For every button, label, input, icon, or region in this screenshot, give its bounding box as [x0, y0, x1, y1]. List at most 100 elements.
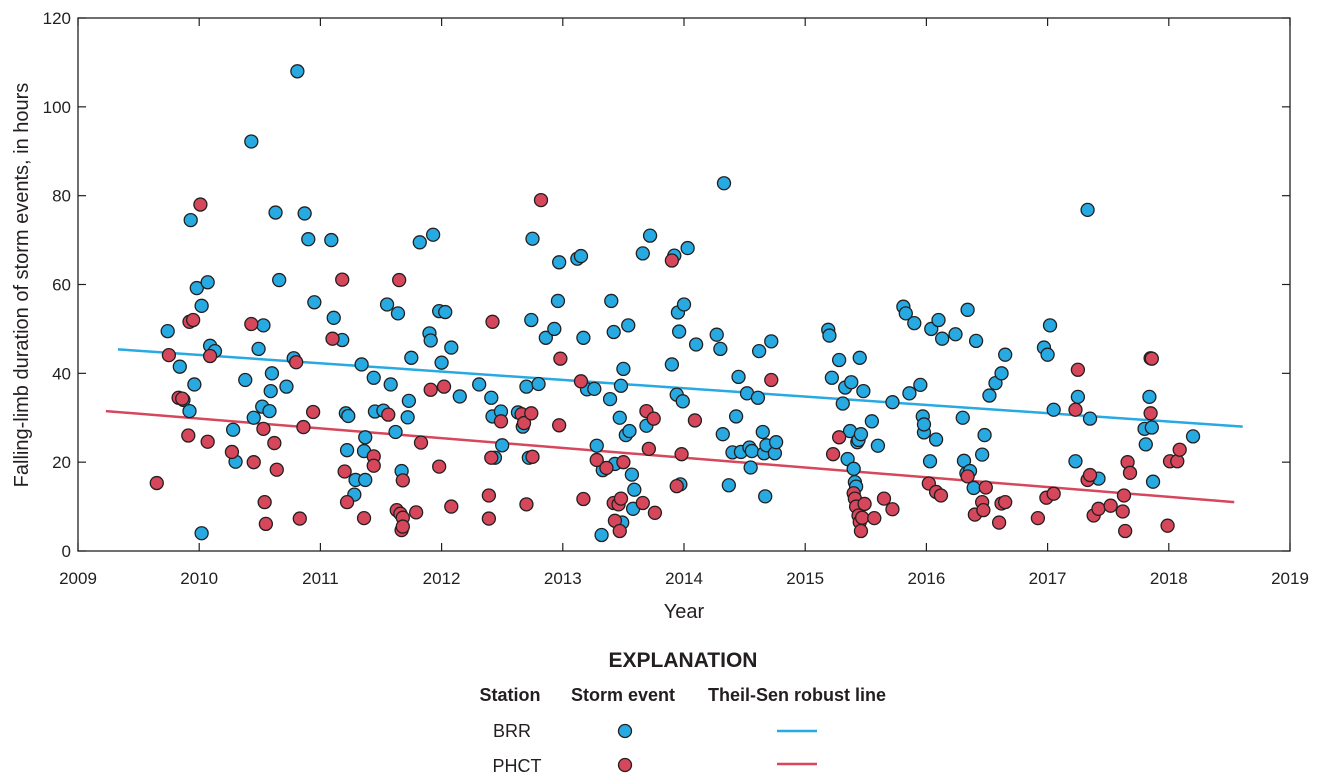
point-phct — [669, 479, 684, 494]
point-brr — [982, 388, 997, 403]
point-brr — [613, 378, 629, 393]
point-phct — [885, 502, 900, 517]
x-tick-label: 2018 — [1150, 569, 1188, 588]
point-brr — [622, 423, 637, 439]
point-brr — [172, 359, 187, 374]
x-tick-label: 2009 — [59, 569, 97, 588]
point-brr — [404, 350, 419, 365]
point-phct — [589, 452, 604, 468]
point-phct — [305, 404, 321, 420]
point-phct — [269, 462, 284, 477]
point-brr — [885, 395, 900, 410]
point-phct — [258, 516, 274, 532]
point-brr — [438, 304, 453, 320]
point-brr — [272, 272, 287, 288]
point-brr — [864, 414, 880, 429]
point-brr — [182, 403, 197, 419]
point-brr — [341, 408, 356, 424]
point-phct — [867, 510, 882, 526]
legend-title: EXPLANATION — [609, 649, 758, 672]
point-phct — [533, 192, 549, 208]
point-phct — [366, 458, 381, 473]
point-phct — [576, 491, 591, 507]
point-brr — [755, 424, 770, 440]
point-brr — [672, 324, 687, 339]
point-phct — [395, 473, 410, 488]
legend-header-station: Station — [480, 685, 541, 705]
point-phct — [1091, 501, 1106, 516]
point-phct — [635, 495, 650, 511]
point-brr — [635, 246, 650, 261]
point-brr — [279, 379, 294, 394]
point-brr — [1080, 202, 1095, 218]
point-brr — [1042, 318, 1058, 333]
point-brr — [1185, 429, 1201, 444]
point-phct — [444, 499, 459, 514]
point-phct — [616, 455, 631, 470]
point-brr — [307, 295, 322, 310]
point-brr — [1145, 474, 1161, 489]
point-brr — [750, 390, 766, 405]
y-tick-label: 100 — [43, 98, 71, 117]
point-brr — [246, 410, 261, 425]
point-brr — [743, 460, 758, 475]
point-brr — [263, 383, 278, 399]
point-phct — [246, 455, 261, 470]
point-brr — [831, 352, 847, 368]
point-brr — [852, 350, 867, 365]
point-phct — [613, 491, 629, 506]
point-brr — [484, 390, 499, 405]
point-phct — [599, 460, 614, 476]
point-brr — [844, 375, 859, 390]
point-brr — [977, 427, 992, 443]
point-brr — [225, 422, 241, 437]
point-brr — [768, 435, 784, 450]
point-brr — [401, 393, 417, 409]
legend-marker-brr — [617, 723, 633, 739]
point-brr — [594, 527, 609, 543]
legend-label-phct: PHCT — [493, 756, 542, 776]
tick-labels: 2009 2010 2011 2012 2013 2014 2015 2016 2017 2018… — [43, 9, 1309, 588]
point-brr — [716, 176, 732, 191]
point-phct — [1118, 523, 1133, 539]
point-brr — [870, 438, 886, 453]
point-brr — [383, 377, 398, 392]
point-phct — [674, 447, 689, 462]
point-phct — [202, 348, 218, 364]
point-brr — [721, 478, 736, 493]
point-brr — [968, 333, 984, 349]
point-phct — [1082, 467, 1098, 483]
y-tick-label: 80 — [52, 187, 71, 206]
point-phct — [481, 511, 497, 526]
point-brr — [764, 334, 779, 349]
point-brr — [576, 330, 591, 345]
point-brr — [728, 409, 744, 424]
axes — [77, 17, 1291, 552]
point-phct — [1143, 406, 1158, 421]
point-brr — [452, 389, 467, 404]
point-phct — [1116, 488, 1132, 503]
point-brr — [627, 482, 642, 497]
point-phct — [356, 510, 372, 526]
point-phct — [1115, 504, 1130, 519]
point-brr — [913, 377, 928, 393]
point-brr — [606, 324, 621, 340]
point-brr — [388, 424, 403, 440]
point-brr — [856, 383, 871, 399]
point-brr — [472, 377, 487, 392]
point-phct — [825, 447, 841, 462]
point-phct — [339, 494, 355, 510]
point-phct — [289, 355, 304, 370]
point-phct — [831, 430, 847, 445]
point-brr — [1046, 402, 1061, 417]
point-brr — [183, 212, 198, 228]
point-brr — [744, 443, 760, 459]
data-points — [149, 64, 1201, 543]
point-phct — [519, 497, 534, 512]
point-brr — [262, 403, 277, 419]
point-phct — [646, 411, 661, 426]
point-phct — [185, 312, 201, 328]
point-brr — [931, 312, 946, 328]
point-phct — [687, 413, 703, 428]
